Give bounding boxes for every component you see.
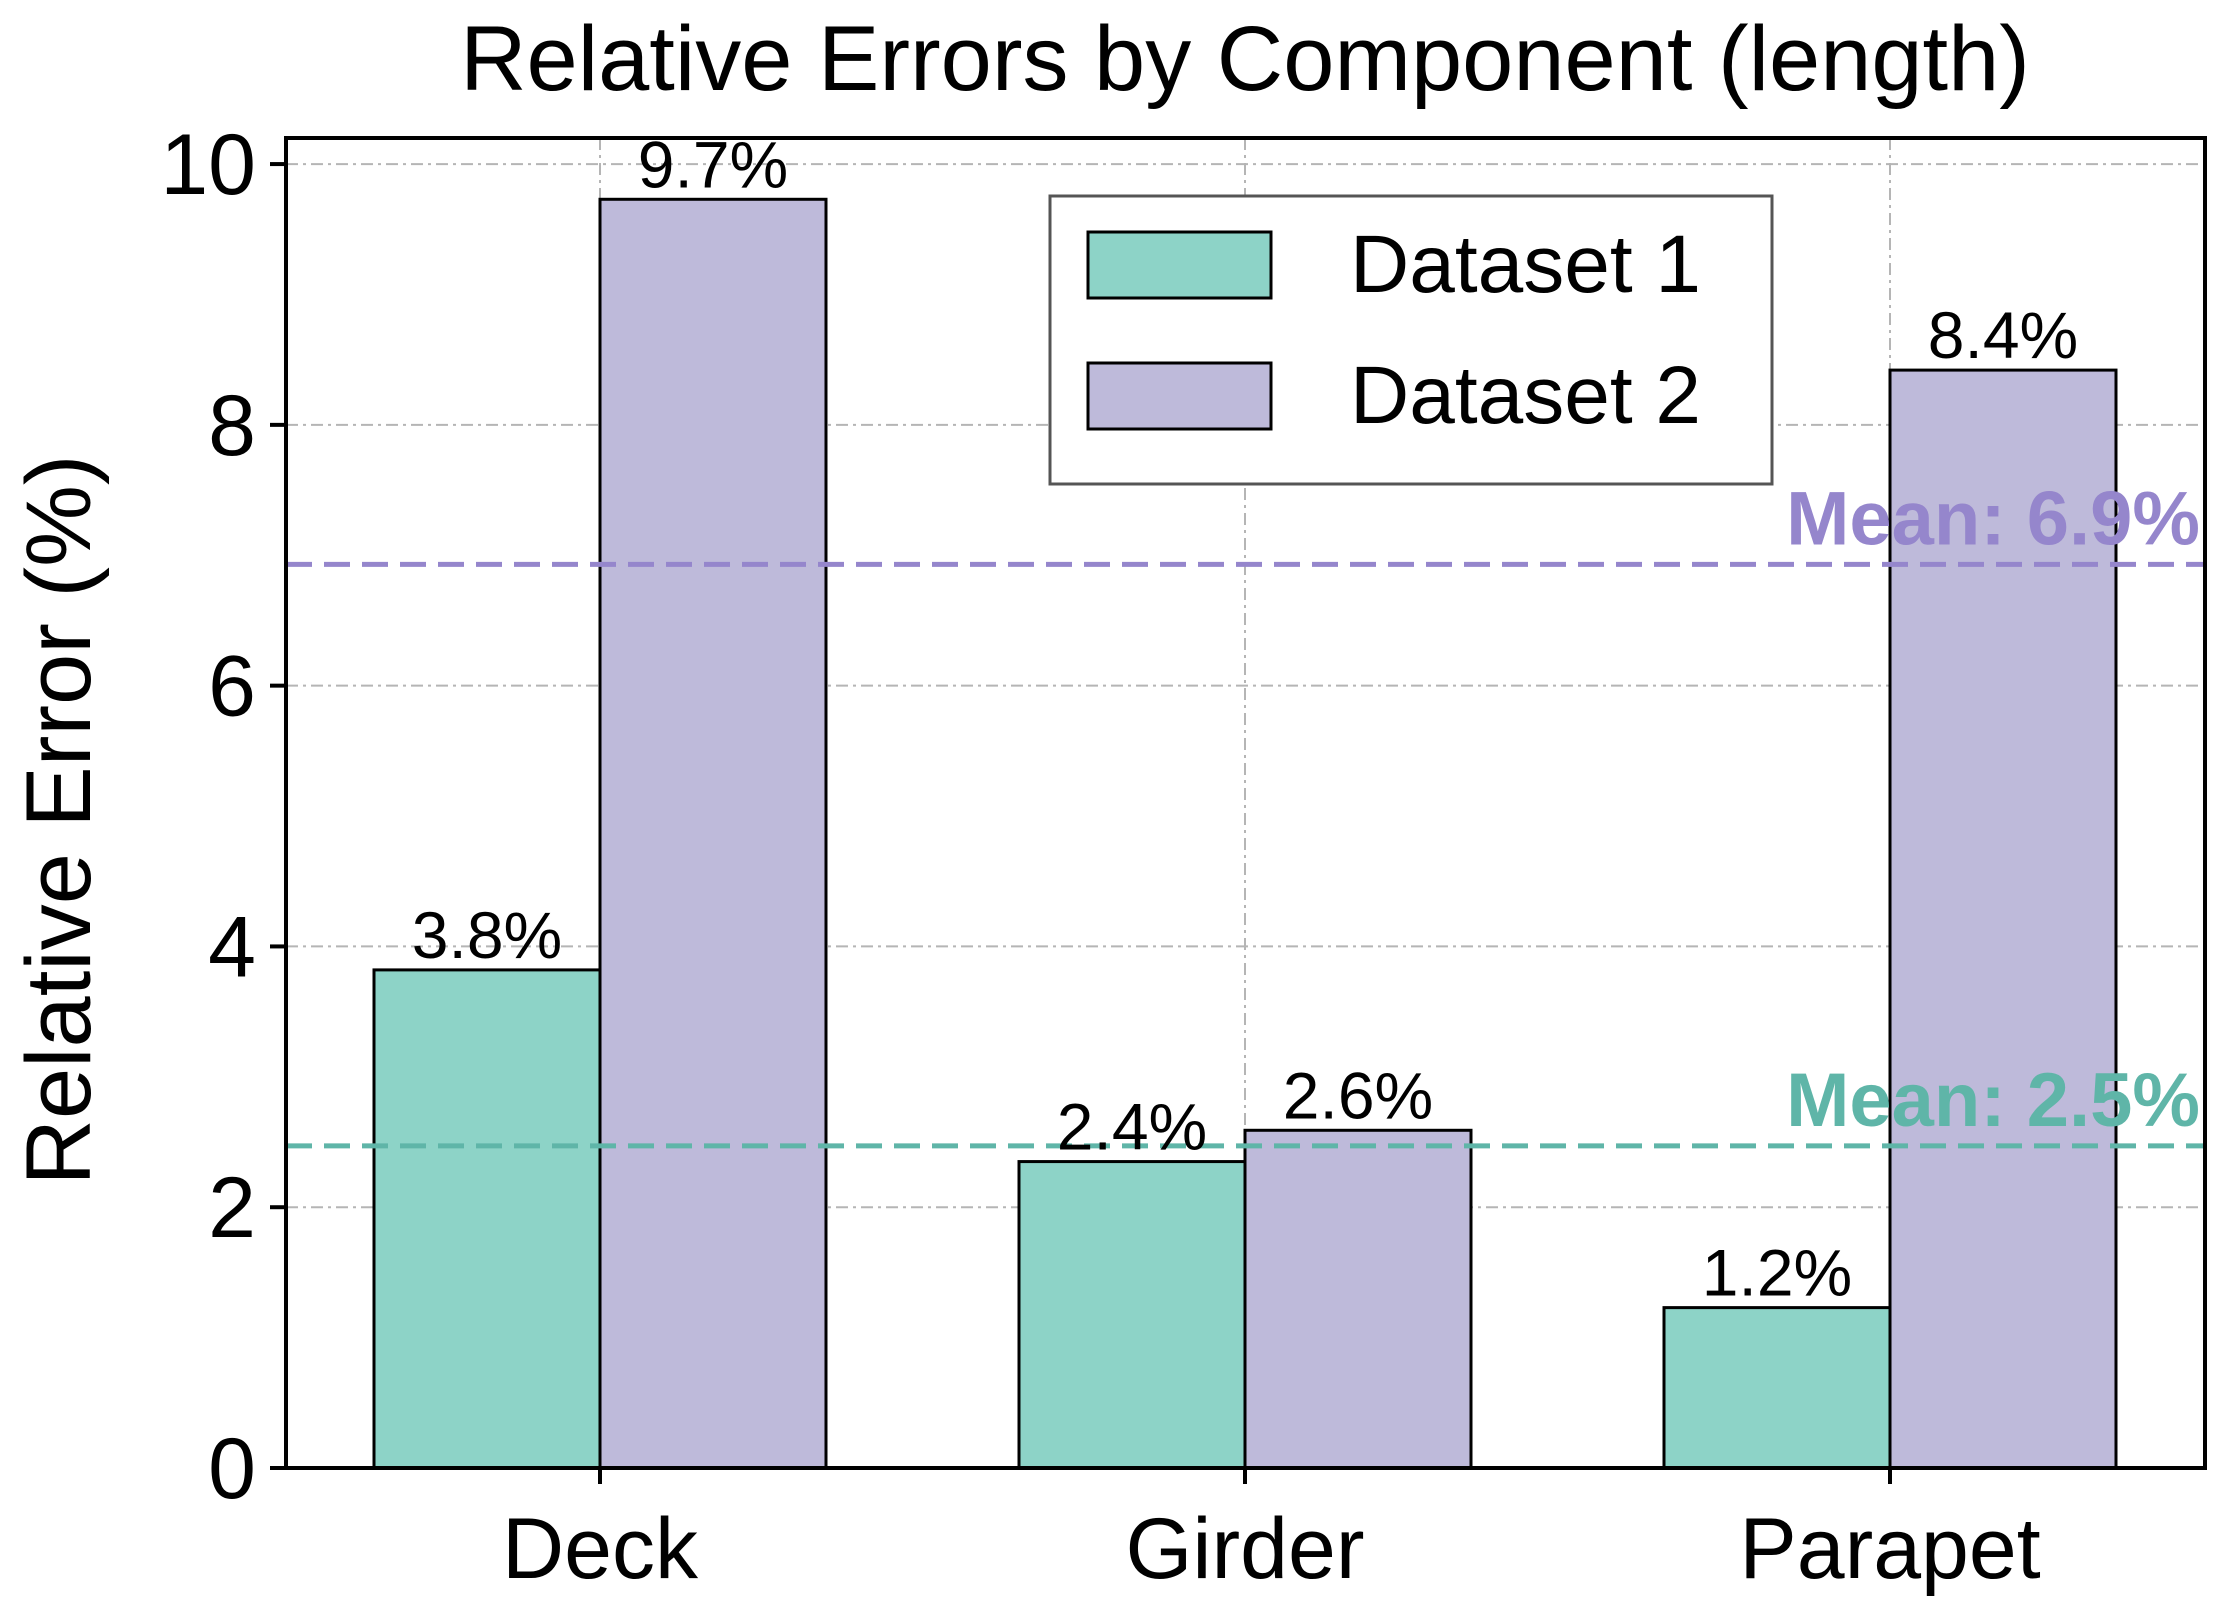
bars xyxy=(372,197,2118,1470)
y-tick-label: 4 xyxy=(208,899,256,995)
x-tick-label: Girder xyxy=(1126,1501,1365,1597)
mean-lines: Mean: 2.5% Mean: 6.9% xyxy=(286,476,2205,1149)
mean-label: Mean: 6.9% xyxy=(1786,476,2200,561)
data-label: 1.2% xyxy=(1702,1236,1852,1310)
y-tick-label: 0 xyxy=(208,1421,256,1517)
y-tick-label: 8 xyxy=(208,378,256,474)
y-axis-label: Relative Error (%) xyxy=(8,454,110,1185)
chart-title: Relative Errors by Component (length) xyxy=(460,8,2030,110)
mean-label: Mean: 2.5% xyxy=(1786,1058,2200,1143)
y-tick-label: 2 xyxy=(208,1160,256,1256)
bar-dataset-1-deck xyxy=(372,968,602,1470)
legend-swatch xyxy=(1086,361,1273,431)
legend-label: Dataset 2 xyxy=(1350,350,1701,441)
legend-swatch xyxy=(1086,230,1273,300)
bar-dataset-1-parapet xyxy=(1662,1306,1892,1470)
y-tick-label: 6 xyxy=(208,639,256,735)
x-tick-label: Parapet xyxy=(1739,1501,2040,1597)
y-tick-label: 10 xyxy=(160,117,256,213)
data-label: 3.8% xyxy=(412,898,562,972)
bar-dataset-1-girder xyxy=(1017,1160,1247,1470)
data-label: 2.4% xyxy=(1057,1090,1207,1164)
x-tick-label: Deck xyxy=(502,1501,699,1597)
bar-dataset-2-girder xyxy=(1243,1128,1473,1470)
legend-label: Dataset 1 xyxy=(1350,219,1701,310)
legend: Dataset 1 Dataset 2 xyxy=(1048,194,1774,486)
bar-dataset-2-deck xyxy=(598,197,828,1470)
data-label: 2.6% xyxy=(1283,1058,1433,1132)
axes: 0 2 4 6 8 10 Deck Girder Parapet xyxy=(160,117,2207,1597)
data-label: 8.4% xyxy=(1928,298,2078,372)
